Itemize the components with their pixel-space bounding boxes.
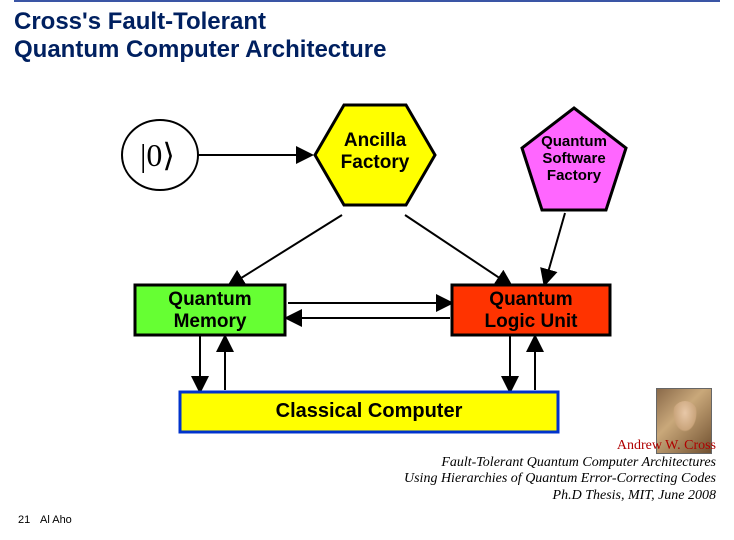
slide-title: Cross's Fault-Tolerant Quantum Computer … [14, 8, 386, 63]
citation-line3: Using Hierarchies of Quantum Error-Corre… [404, 471, 716, 486]
citation-line2: Fault-Tolerant Quantum Computer Architec… [441, 455, 716, 470]
ancilla-label: Ancilla Factory [315, 130, 435, 174]
architecture-diagram: |0⟩ Ancilla Factory Quantum Software Fac… [90, 100, 650, 430]
qlu-label: Quantum Logic Unit [452, 289, 610, 333]
title-line2: Quantum Computer Architecture [14, 36, 386, 63]
title-rule [14, 0, 720, 2]
citation-line4: Ph.D Thesis, MIT, June 2008 [553, 488, 716, 503]
edge-qsf-qlu [545, 213, 565, 283]
citation-name: Andrew W. Cross [617, 438, 716, 453]
citation: Andrew W. Cross Fault-Tolerant Quantum C… [404, 438, 716, 505]
edge-ancilla-qmem [230, 215, 342, 285]
title-line1: Cross's Fault-Tolerant [14, 8, 266, 35]
classical-label: Classical Computer [180, 400, 558, 423]
footer-author: Al Aho [40, 514, 72, 526]
slide-number: 21 [18, 514, 30, 526]
qsf-label: Quantum Software Factory [522, 133, 626, 184]
edge-ancilla-qlu [405, 215, 510, 285]
zero-label: |0⟩ [140, 136, 175, 174]
qmem-label: Quantum Memory [135, 289, 285, 333]
